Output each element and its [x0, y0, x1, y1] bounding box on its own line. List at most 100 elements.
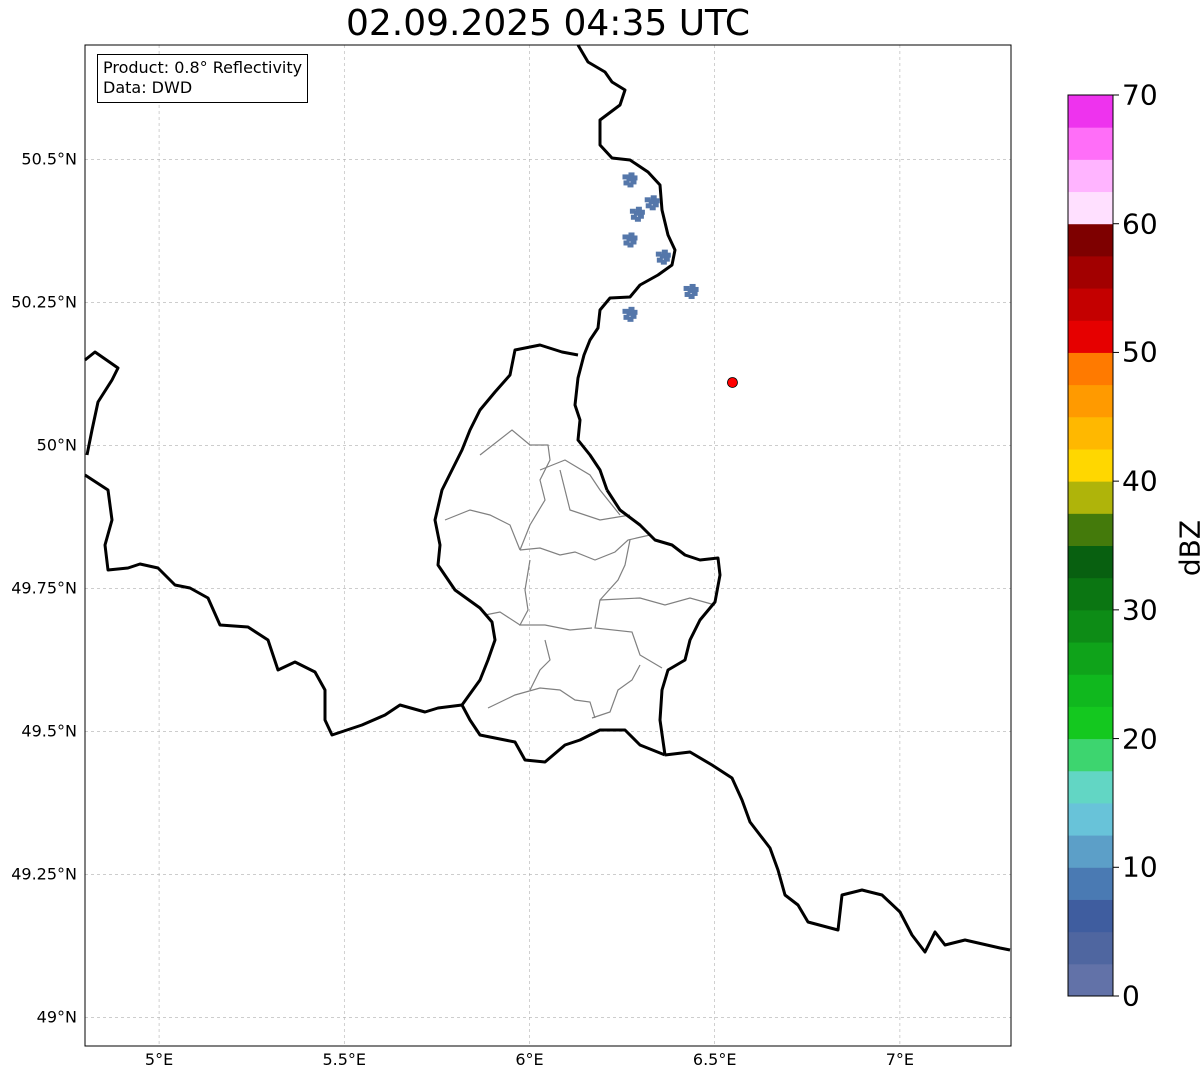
colorbar-segment [1068, 867, 1113, 900]
echo-pixel [684, 291, 691, 297]
echo-pixel [622, 174, 629, 180]
echo-pixel [635, 206, 642, 212]
colorbar-segment [1068, 513, 1113, 546]
echo-pixel [630, 214, 637, 220]
echo-pixel [687, 287, 694, 293]
echo-pixel [689, 283, 696, 289]
colorbar-segment [1068, 352, 1113, 386]
lat-tick-label: 50.25°N [11, 292, 77, 312]
colorbar-segment [1068, 706, 1113, 740]
border-france-germany [664, 750, 1011, 954]
echo-pixel [628, 172, 635, 178]
echo-pixel [628, 306, 635, 312]
border-belgium-france-west [84, 350, 120, 456]
colorbar-segment [1068, 545, 1113, 579]
district-boundary [519, 559, 593, 631]
product-label: Product: 0.8° Reflectivity [103, 58, 303, 77]
lat-tick-label: 49.25°N [11, 864, 77, 884]
echo-pixel [634, 216, 641, 222]
colorbar-segment [1068, 159, 1113, 193]
colorbar-tick-label: 70 [1122, 78, 1158, 112]
colorbar-segment [1068, 674, 1113, 707]
colorbar-segment [1068, 255, 1113, 289]
echo-pixel [648, 199, 655, 205]
colorbar-segment [1068, 802, 1113, 836]
echo-pixel [656, 257, 663, 263]
echo-pixel [655, 251, 662, 257]
echo-pixel [623, 180, 630, 186]
lat-tick-label: 49.5°N [21, 721, 77, 741]
echo-pixel [631, 235, 638, 241]
colorbar-segment [1068, 642, 1113, 675]
map-title: 02.09.2025 04:35 UTC [345, 3, 751, 44]
radar-site-marker [727, 377, 738, 388]
echo-pixel [645, 203, 652, 209]
product-info-box: Product: 0.8° Reflectivity Data: DWD [97, 54, 309, 103]
echo-pixel [630, 239, 637, 245]
district-boundary [591, 664, 641, 719]
colorbar-tick-label: 60 [1122, 207, 1158, 241]
colorbar-tick-label: 10 [1122, 850, 1158, 884]
colorbar-segment [1068, 448, 1113, 482]
echo-pixel [664, 252, 671, 258]
echo-cell [644, 195, 660, 211]
echo-cell [622, 172, 638, 188]
colorbar-segment [1068, 320, 1113, 353]
echo-pixel [626, 176, 633, 182]
colorbar [1067, 94, 1119, 997]
echo-pixel [661, 249, 668, 255]
echo-pixel [659, 253, 666, 259]
border-luxembourg-germany [605, 489, 722, 756]
echo-pixel [623, 314, 630, 320]
colorbar-segment [1068, 770, 1113, 804]
lat-tick-label: 49°N [36, 1007, 77, 1027]
district-boundary [594, 539, 663, 669]
colorbar-segment [1068, 127, 1113, 160]
echo-pixel [622, 308, 629, 314]
echo-pixel [692, 286, 699, 292]
echo-pixel [626, 310, 633, 316]
echo-pixel [631, 175, 638, 181]
district-boundary [599, 597, 716, 606]
echo-pixel [691, 290, 698, 296]
echo-pixel [627, 316, 634, 322]
echo-pixel [628, 232, 635, 238]
echo-cell [683, 283, 699, 299]
district-boundary [529, 639, 551, 691]
lon-tick-label: 7°E [885, 1050, 915, 1069]
lat-tick-label: 50.5°N [21, 149, 77, 169]
colorbar-segment [1068, 577, 1113, 611]
colorbar-segment [1068, 95, 1113, 128]
radar-echoes [622, 172, 738, 388]
echo-pixel [623, 240, 630, 246]
border-luxembourg [433, 343, 666, 764]
district-boundary [487, 687, 596, 719]
colorbar-label: dBZ [1173, 519, 1202, 577]
colorbar-segment [1068, 481, 1113, 514]
colorbar-tick-label: 30 [1122, 593, 1158, 627]
colorbar-segment [1068, 288, 1113, 321]
echo-pixel [627, 182, 634, 188]
lon-tick-label: 5.5°E [322, 1050, 367, 1069]
colorbar-tick-label: 40 [1122, 464, 1158, 498]
colorbar-tick-label: 50 [1122, 335, 1158, 369]
echo-cell [622, 232, 638, 248]
district-boundary [444, 509, 521, 551]
echo-pixel [629, 208, 636, 214]
echo-cell [622, 306, 638, 322]
echo-pixel [649, 205, 656, 211]
echo-pixel [627, 242, 634, 248]
border-belgium-germany [573, 44, 677, 491]
echo-pixel [660, 259, 667, 265]
colorbar-segment [1068, 416, 1113, 450]
echo-cell [629, 206, 645, 222]
lat-tick-label: 49.75°N [11, 578, 77, 598]
colorbar-segment [1068, 963, 1113, 997]
colorbar-segment [1068, 384, 1113, 418]
echo-pixel [637, 213, 644, 219]
district-boundary [479, 429, 551, 551]
echo-pixel [683, 285, 690, 291]
echo-pixel [630, 179, 637, 185]
border-france [84, 473, 463, 737]
